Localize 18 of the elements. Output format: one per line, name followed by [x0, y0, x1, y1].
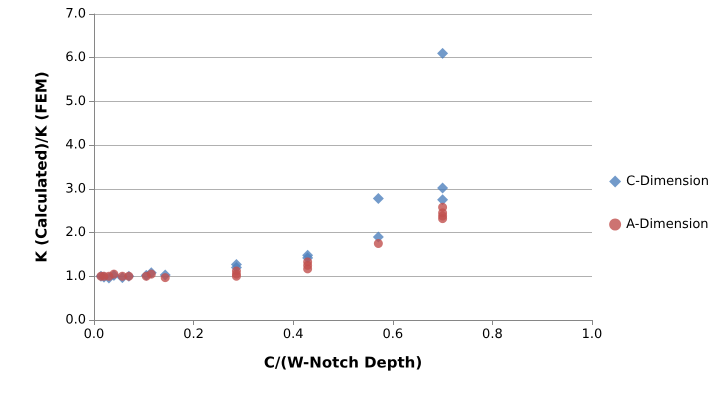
y-tick-label: 3.0 — [65, 181, 86, 196]
x-tick-label: 0.8 — [482, 327, 503, 342]
x-tick-label: 0.4 — [282, 327, 304, 342]
y-tick-label: 4.0 — [65, 138, 86, 153]
x-tick-label: 0.2 — [183, 327, 204, 342]
y-tick-label: 2.0 — [65, 225, 86, 240]
y-tick-label: 0.0 — [65, 312, 86, 328]
x-axis-title: C/(W-Notch Depth) — [264, 354, 422, 372]
y-tick-label: 7.0 — [65, 6, 86, 22]
y-axis-title: K (Calculated)/K (FEM) — [32, 71, 50, 263]
x-tick-label: 1.0 — [582, 327, 602, 342]
y-tick-label: 5.0 — [65, 94, 86, 109]
x-tick-label: 0.0 — [84, 327, 104, 342]
legend-label: A-Dimension — [626, 217, 709, 232]
legend-label: C-Dimension — [626, 174, 710, 189]
y-tick-label: 6.0 — [65, 50, 86, 66]
y-tick-label: 1.0 — [65, 268, 86, 284]
x-tick-label: 0.6 — [382, 327, 404, 342]
